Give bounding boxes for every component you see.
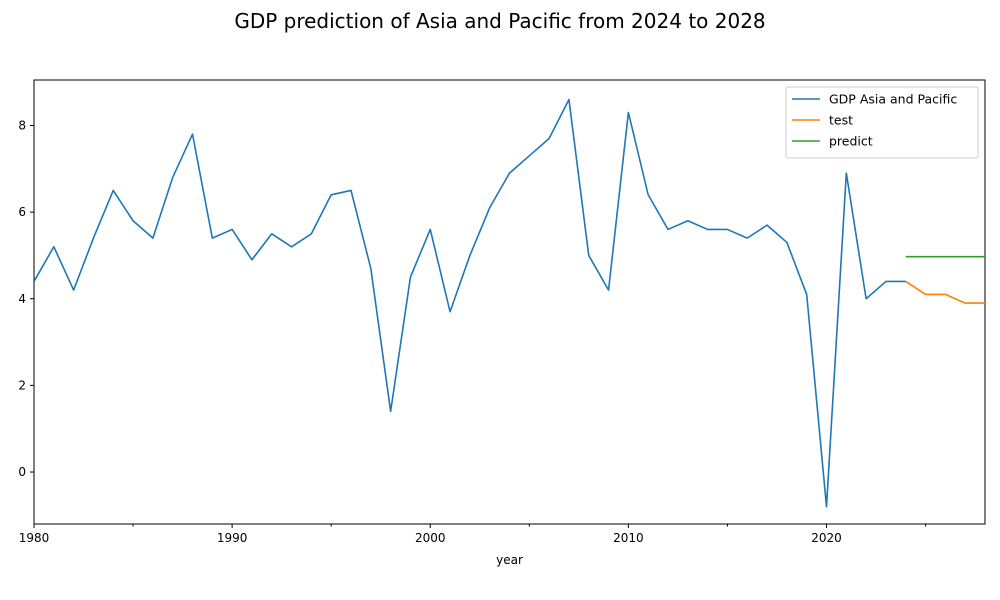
legend-label: test [829,113,853,128]
x-tick-label: 1980 [19,531,50,545]
legend: GDP Asia and Pacific test predict [785,86,979,159]
y-axis: 0 2 4 6 8 [18,118,34,479]
x-tick-label: 1990 [217,531,248,545]
y-tick-label: 2 [18,378,26,392]
legend-label: predict [829,134,873,149]
series-line-test [905,280,985,304]
y-tick-label: 0 [18,465,26,479]
series-line-gdp-asia-and-pacific [34,98,906,508]
y-tick-label: 8 [18,118,26,132]
x-axis: 1980 1990 2000 2010 2020 [19,524,927,545]
legend-box [785,86,979,159]
x-tick-label: 2020 [811,531,842,545]
plot-frame [33,79,986,525]
y-tick-label: 6 [18,205,26,219]
x-tick-label: 2000 [415,531,446,545]
legend-label: GDP Asia and Pacific [829,92,957,107]
y-tick-label: 4 [18,292,26,306]
series-layer [34,98,985,508]
chart-title: GDP prediction of Asia and Pacific from … [234,9,765,33]
x-axis-label: year [496,553,523,567]
x-tick-label: 2010 [613,531,644,545]
